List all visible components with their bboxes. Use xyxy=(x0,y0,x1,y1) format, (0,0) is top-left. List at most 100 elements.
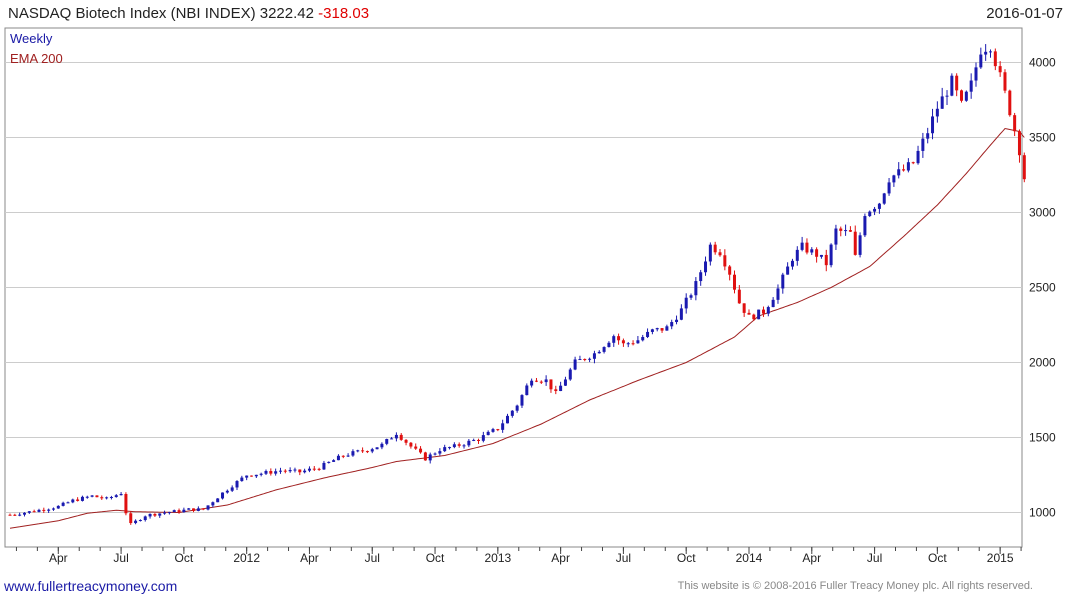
candle-body xyxy=(723,255,727,267)
candle-body xyxy=(114,495,118,498)
candle-body xyxy=(443,447,447,452)
candle-body xyxy=(56,505,60,509)
candle-body xyxy=(810,249,814,253)
candle xyxy=(341,455,345,459)
chart-date: 2016-01-07 xyxy=(986,5,1063,22)
candle xyxy=(76,497,80,502)
candle xyxy=(18,512,22,517)
candle xyxy=(955,73,959,97)
candle xyxy=(684,293,688,314)
candle xyxy=(761,306,765,317)
candle-body xyxy=(935,108,939,117)
candle xyxy=(897,162,901,179)
candle-body xyxy=(931,116,935,134)
candle xyxy=(597,350,601,354)
candle-body xyxy=(592,353,596,359)
candle-body xyxy=(269,471,273,474)
candle xyxy=(433,452,437,456)
candle-body xyxy=(95,495,99,498)
candle-body xyxy=(530,380,534,386)
candle-body xyxy=(109,497,113,499)
candle-body xyxy=(153,513,157,516)
candle xyxy=(278,467,282,474)
candle-body xyxy=(163,512,167,514)
candle xyxy=(1022,152,1026,183)
candle-body xyxy=(71,499,75,503)
candle xyxy=(47,508,51,514)
candle xyxy=(844,224,848,236)
candle-body xyxy=(679,308,683,320)
candle-body xyxy=(955,75,959,91)
candle xyxy=(1013,112,1017,137)
candle xyxy=(56,505,60,509)
footer-website-link[interactable]: www.fullertreacymoney.com xyxy=(4,578,178,594)
candle xyxy=(71,498,75,504)
candle-body xyxy=(235,481,239,488)
candle-body xyxy=(225,490,229,493)
candle-body xyxy=(887,182,891,194)
candle-body xyxy=(47,509,51,511)
axes: 1000 1500 2000 2500 3000 3500 4000 Apr Jul Oct 201… xyxy=(15,56,1056,565)
candle-body xyxy=(993,51,997,67)
candle-body xyxy=(868,211,872,217)
candle-body xyxy=(979,54,983,68)
candle-body xyxy=(211,502,215,506)
candle xyxy=(158,513,162,518)
candle xyxy=(795,246,799,266)
candle xyxy=(819,254,823,259)
candle-body xyxy=(264,471,268,474)
candle xyxy=(752,313,756,321)
candle-body xyxy=(761,309,765,314)
candle xyxy=(655,327,659,332)
candle-body xyxy=(105,497,109,499)
candle xyxy=(646,328,650,339)
x-tick-label: Oct xyxy=(175,551,194,565)
candle-body xyxy=(351,451,355,456)
candle-body xyxy=(399,434,403,440)
candle-body xyxy=(790,260,794,267)
candle xyxy=(964,90,968,102)
candle-body xyxy=(984,51,988,55)
candle xyxy=(496,428,500,432)
candle xyxy=(766,305,770,317)
candle xyxy=(950,73,954,97)
candle xyxy=(728,265,732,281)
candle xyxy=(911,161,915,165)
x-tick-label: Apr xyxy=(300,551,319,565)
candle xyxy=(612,334,616,347)
candle xyxy=(665,324,669,331)
candle-body xyxy=(617,336,621,341)
candle xyxy=(274,468,278,476)
candle-body xyxy=(341,455,345,457)
candle-body xyxy=(844,230,848,232)
candle xyxy=(993,48,997,71)
candle xyxy=(346,453,350,457)
candle-body xyxy=(192,508,196,511)
candle-body xyxy=(477,439,481,441)
candle xyxy=(317,467,321,471)
candle-body xyxy=(1013,115,1017,132)
candle xyxy=(960,89,964,103)
candle-body xyxy=(626,343,630,345)
candle-body xyxy=(776,288,780,300)
candle-body xyxy=(549,379,553,390)
candle xyxy=(109,495,113,500)
candle xyxy=(327,461,331,464)
candle xyxy=(588,357,592,363)
candle xyxy=(771,297,775,308)
candle xyxy=(501,419,505,433)
candle-body xyxy=(274,471,278,474)
candle-body xyxy=(1022,155,1026,180)
candle-body xyxy=(757,309,761,320)
candle-body xyxy=(559,385,563,392)
candle-body xyxy=(481,435,485,441)
candle xyxy=(230,485,234,492)
candle xyxy=(351,449,355,457)
candle xyxy=(264,469,268,475)
candle-body xyxy=(80,496,84,501)
candle-body xyxy=(665,326,669,331)
candle-body xyxy=(124,493,128,514)
candle xyxy=(592,350,596,364)
candle xyxy=(245,475,249,481)
candle xyxy=(114,494,118,498)
